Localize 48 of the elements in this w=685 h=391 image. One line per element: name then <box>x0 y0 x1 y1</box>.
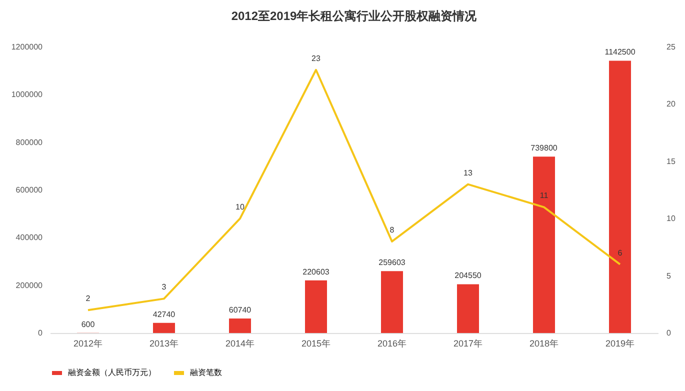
bar <box>305 280 327 333</box>
y2-tick-label: 20 <box>666 100 676 109</box>
line-series <box>87 68 621 312</box>
data-label: 8 <box>390 225 395 234</box>
data-label: 42740 <box>152 310 176 319</box>
y-tick-label: 400000 <box>16 233 44 242</box>
y2-tick-label: 10 <box>666 214 676 224</box>
x-tick-label: 2019年 <box>605 338 635 348</box>
x-tick-label: 2016年 <box>377 338 407 348</box>
data-label: 23 <box>312 54 321 63</box>
data-label: 1142500 <box>604 48 636 57</box>
x-tick-label: 2012年 <box>73 338 103 348</box>
data-label: 204550 <box>454 271 482 280</box>
data-label: 6 <box>618 248 623 258</box>
data-label: 11 <box>540 191 549 200</box>
x-tick-label: 2014年 <box>225 338 255 348</box>
chart-title: 2012至2019年长租公寓行业公开股权融资情况 <box>231 9 478 23</box>
legend-label: 融资金额（人民币万元） <box>68 368 156 377</box>
bar <box>381 271 403 333</box>
bar <box>533 156 555 333</box>
data-label: 220603 <box>302 267 330 276</box>
y2-tick-label: 25 <box>666 42 676 52</box>
y2-tick-label: 15 <box>666 156 676 166</box>
y-tick-label: 800000 <box>16 138 44 147</box>
data-label: 60740 <box>228 306 252 315</box>
bar <box>609 60 631 333</box>
y-tick-label: 200000 <box>16 280 44 290</box>
bar <box>457 284 479 333</box>
data-label: 10 <box>236 202 245 212</box>
data-label: 600 <box>81 320 96 329</box>
y-tick-label: 0 <box>38 328 44 338</box>
data-label: 259603 <box>378 258 406 268</box>
x-tick-label: 2017年 <box>453 338 483 348</box>
y-tick-label: 1000000 <box>11 90 44 100</box>
data-label: 739800 <box>530 144 558 153</box>
x-tick-label: 2018年 <box>529 338 559 348</box>
legend-label: 融资笔数 <box>190 368 222 377</box>
y2-tick-label: 5 <box>666 271 672 280</box>
data-label: 3 <box>162 282 167 292</box>
y-tick-label: 600000 <box>16 186 44 194</box>
data-label: 2 <box>86 294 91 304</box>
data-label: 13 <box>464 168 473 178</box>
y-tick-label: 1200000 <box>11 42 44 52</box>
x-tick-label: 2013年 <box>149 338 179 348</box>
bar <box>153 322 175 333</box>
bar <box>229 318 251 333</box>
y2-tick-label: 0 <box>666 328 672 338</box>
x-tick-label: 2015年 <box>301 338 331 348</box>
